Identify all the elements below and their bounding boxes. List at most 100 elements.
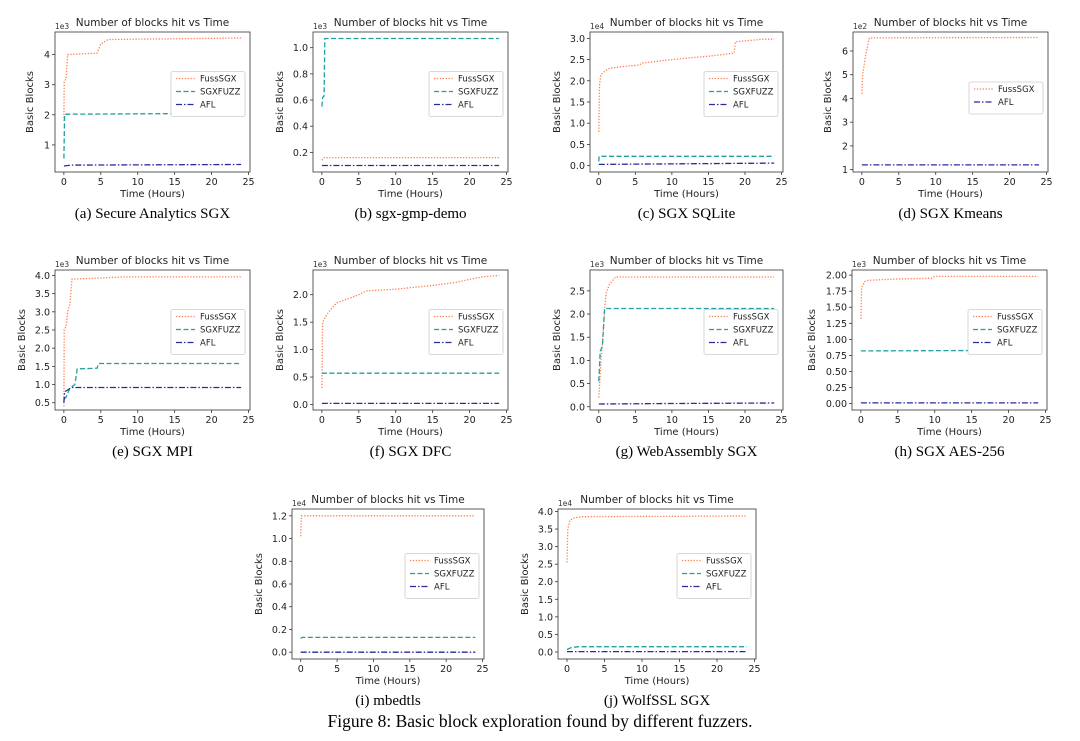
- x-tick-label: 10: [132, 415, 144, 426]
- x-tick-label: 10: [390, 415, 402, 426]
- chart-title: Number of blocks hit vs Time: [610, 255, 763, 267]
- y-tick-label: 0.8: [272, 557, 287, 568]
- x-tick-label: 0: [858, 415, 864, 426]
- x-tick-label: 25: [242, 415, 254, 426]
- x-tick-label: 20: [464, 415, 476, 426]
- chart-title: Number of blocks hit vs Time: [874, 17, 1027, 29]
- chart-panel: Number of blocks hit vs Time 1e3 0 5 10 15 20 2…: [25, 17, 255, 222]
- y-tick-label: 0.6: [272, 580, 287, 591]
- series-line-afl: [598, 402, 775, 405]
- x-tick-label: 5: [632, 177, 638, 188]
- chart-panel: Number of blocks hit vs Time 1e3 0 5 10 15 20 2…: [807, 255, 1052, 460]
- x-tick-label: 25: [500, 177, 512, 188]
- y-tick-label: 2.00: [826, 271, 847, 282]
- x-tick-label: 15: [967, 177, 979, 188]
- y-tick-label: 0.5: [293, 373, 308, 384]
- y-tick-label: 0.75: [826, 351, 847, 362]
- x-tick-label: 5: [356, 177, 362, 188]
- y-tick-label: 6: [842, 46, 848, 57]
- x-tick-label: 5: [98, 415, 104, 426]
- subfigure-caption: (b) sgx-gmp-demo: [354, 206, 466, 222]
- legend: FussSGX SGXFUZZ AFL: [428, 71, 504, 117]
- y-tick-label: 1.5: [570, 98, 585, 109]
- x-tick-label: 5: [601, 664, 607, 675]
- x-tick-label: 25: [1039, 415, 1051, 426]
- x-tick-label: 20: [206, 177, 218, 188]
- legend: FussSGX SGXFUZZ AFL: [967, 309, 1043, 355]
- y-multiplier: 1e3: [55, 22, 69, 31]
- legend-label: FussSGX: [706, 557, 743, 567]
- legend-label: SGXFUZZ: [458, 326, 499, 336]
- x-axis-label: Time (Hours): [653, 189, 719, 200]
- legend: FussSGX SGXFUZZ AFL: [703, 71, 779, 117]
- y-tick-label: 4.0: [35, 271, 50, 282]
- plot-frame: [312, 269, 509, 411]
- y-tick-label: 0.0: [570, 402, 585, 413]
- y-multiplier: 1e3: [313, 260, 327, 269]
- legend-label: AFL: [733, 339, 749, 349]
- x-axis-label: Time (Hours): [355, 676, 421, 687]
- y-tick-label: 2.0: [570, 76, 585, 87]
- y-multiplier: 1e4: [292, 499, 306, 508]
- y-tick-label: 0.4: [293, 122, 308, 133]
- x-tick-label: 0: [298, 664, 304, 675]
- y-tick-label: 1.75: [826, 287, 847, 298]
- series-line-sgxfuzz: [63, 362, 242, 400]
- y-tick-label: 2.5: [570, 286, 585, 297]
- subfigure-caption: (e) SGX MPI: [112, 444, 193, 460]
- legend-label: AFL: [998, 98, 1014, 108]
- x-tick-label: 10: [666, 177, 678, 188]
- x-axis-label: Time (Hours): [119, 189, 185, 200]
- subfigure-caption: (g) WebAssembly SGX: [616, 444, 758, 460]
- x-tick-label: 20: [206, 415, 218, 426]
- x-tick-label: 10: [929, 415, 941, 426]
- x-tick-label: 0: [61, 177, 67, 188]
- plot-frame: [54, 269, 251, 411]
- y-tick-label: 0.0: [538, 647, 553, 658]
- y-multiplier: 1e3: [313, 22, 327, 31]
- y-tick-label: 0.0: [570, 161, 585, 172]
- legend-label: AFL: [706, 583, 722, 593]
- legend: FussSGX SGXFUZZ AFL: [676, 553, 752, 599]
- y-axis-label: Basic Blocks: [17, 309, 28, 371]
- y-tick-label: 2.0: [293, 290, 308, 301]
- series-line-afl: [63, 386, 242, 403]
- x-tick-label: 0: [61, 415, 67, 426]
- y-tick-label: 1.5: [570, 333, 585, 344]
- legend-label: AFL: [458, 339, 474, 349]
- y-multiplier: 1e3: [852, 260, 866, 269]
- plot-frame: [851, 269, 1048, 411]
- y-tick-label: 0.50: [826, 367, 847, 378]
- chart-title: Number of blocks hit vs Time: [610, 17, 763, 29]
- x-tick-label: 10: [132, 177, 144, 188]
- y-tick-label: 1.0: [538, 612, 553, 623]
- figure-caption: Figure 8: Basic block exploration found …: [328, 711, 753, 731]
- y-tick-label: 0.2: [272, 625, 287, 636]
- y-tick-label: 2.5: [538, 560, 553, 571]
- x-tick-label: 10: [666, 415, 678, 426]
- y-tick-label: 1: [44, 140, 50, 151]
- legend-label: AFL: [733, 101, 749, 111]
- x-tick-label: 20: [1004, 177, 1016, 188]
- y-axis-label: Basic Blocks: [275, 71, 286, 133]
- legend-label: SGXFUZZ: [200, 326, 241, 336]
- y-tick-label: 3.5: [538, 525, 553, 536]
- legend-label: SGXFUZZ: [733, 88, 774, 98]
- legend: FussSGX SGXFUZZ AFL: [170, 71, 246, 117]
- legend-label: SGXFUZZ: [458, 88, 499, 98]
- chart-panel: Number of blocks hit vs Time 1e3 0 5 10 15 20 2…: [275, 255, 513, 460]
- x-tick-label: 10: [367, 664, 379, 675]
- x-tick-label: 5: [356, 415, 362, 426]
- series-line-fusssgx: [861, 36, 1040, 94]
- y-tick-label: 4: [842, 94, 848, 105]
- y-tick-label: 0.5: [35, 398, 50, 409]
- legend-label: SGXFUZZ: [434, 570, 475, 580]
- y-tick-label: 3.0: [570, 34, 585, 45]
- y-multiplier: 1e3: [590, 260, 604, 269]
- legend-label: FussSGX: [458, 75, 495, 85]
- y-tick-label: 1.25: [826, 319, 847, 330]
- subfigure-caption: (f) SGX DFC: [370, 444, 452, 460]
- plot-frame: [589, 269, 784, 411]
